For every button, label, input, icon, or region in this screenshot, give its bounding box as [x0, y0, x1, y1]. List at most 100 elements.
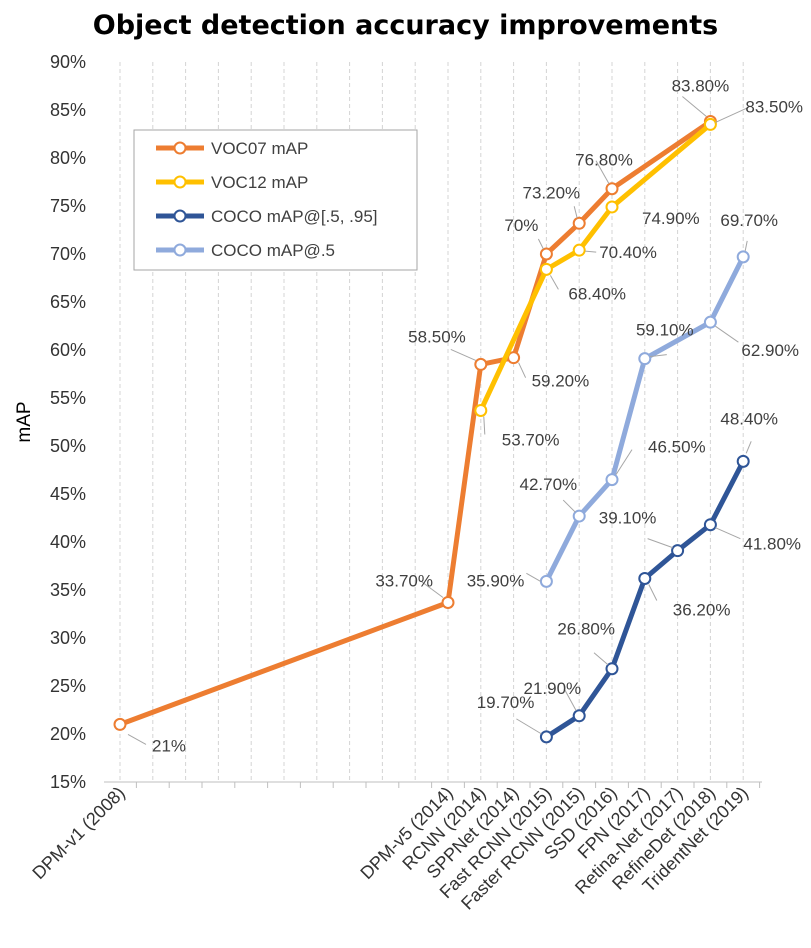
data-label-leader [682, 96, 707, 117]
data-label-leader [744, 240, 748, 251]
y-tick-label: 85% [50, 100, 86, 120]
y-tick-label: 55% [50, 388, 86, 408]
data-label-leader [649, 354, 667, 358]
data-label: 68.40% [568, 284, 626, 303]
y-axis-title: mAP [14, 401, 35, 442]
y-tick-label: 35% [50, 580, 86, 600]
y-tick-label: 50% [50, 436, 86, 456]
data-label: 58.50% [408, 327, 466, 346]
y-tick-label: 15% [50, 772, 86, 792]
data-label-leader [549, 275, 559, 290]
data-point [539, 262, 553, 276]
y-tick-label: 40% [50, 532, 86, 552]
data-point [572, 216, 586, 230]
data-point [539, 247, 553, 261]
y-tick-label: 90% [50, 52, 86, 72]
data-label: 26.80% [557, 620, 615, 639]
data-label: 73.20% [523, 183, 581, 202]
legend-label: VOC07 mAP [211, 139, 308, 158]
data-point [736, 250, 750, 264]
data-point [605, 662, 619, 676]
y-tick-label: 20% [50, 724, 86, 744]
data-label-leader [715, 325, 739, 343]
data-label-leader [715, 106, 749, 123]
y-tick-label: 30% [50, 628, 86, 648]
legend-label: COCO mAP@.5 [211, 241, 335, 260]
data-label: 70.40% [599, 243, 657, 262]
data-label: 69.70% [720, 211, 778, 230]
legend-swatch-marker [173, 243, 187, 257]
data-point [441, 595, 455, 609]
data-label: 39.10% [599, 509, 657, 528]
data-point [539, 574, 553, 588]
data-label: 19.70% [477, 693, 535, 712]
data-label-leader [573, 206, 578, 219]
data-label: 33.70% [375, 571, 433, 590]
data-label: 53.70% [502, 430, 560, 449]
data-point [539, 730, 553, 744]
data-label-leader [483, 416, 486, 435]
data-label-leader [516, 718, 542, 735]
data-point [605, 473, 619, 487]
data-label: 76.80% [575, 151, 633, 170]
data-point [572, 243, 586, 257]
data-label-leader [648, 584, 658, 601]
data-label-leader [647, 538, 673, 549]
data-label: 62.90% [741, 341, 799, 360]
y-tick-label: 25% [50, 676, 86, 696]
data-point [113, 717, 127, 731]
data-point [736, 454, 750, 468]
data-point [474, 403, 488, 417]
data-label-leader [745, 441, 752, 454]
data-point [703, 315, 717, 329]
data-point [474, 357, 488, 371]
y-tick-label: 65% [50, 292, 86, 312]
data-label-leader [715, 527, 741, 540]
data-label: 41.80% [743, 535, 801, 554]
data-point [703, 518, 717, 532]
data-label-leader [595, 160, 610, 184]
data-label: 48.40% [720, 409, 778, 428]
data-label: 74.90% [642, 209, 700, 228]
y-tick-label: 70% [50, 244, 86, 264]
legend-swatch-marker [173, 175, 187, 189]
data-label-leader [450, 348, 477, 361]
data-point [703, 117, 717, 131]
data-point [572, 709, 586, 723]
data-label-leader [585, 250, 597, 253]
data-label-leader [127, 733, 147, 745]
y-tick-label: 60% [50, 340, 86, 360]
legend-label: COCO mAP@[.5, .95] [211, 207, 378, 226]
data-label: 83.50% [745, 97, 803, 116]
data-label: 70% [504, 216, 538, 235]
data-point [638, 571, 652, 585]
data-label: 21.90% [524, 679, 582, 698]
data-label-leader [419, 580, 444, 598]
series-line-4 [544, 255, 746, 583]
data-label: 36.20% [673, 600, 731, 619]
y-tick-label: 80% [50, 148, 86, 168]
data-label-leader [537, 238, 544, 250]
y-tick-label: 45% [50, 484, 86, 504]
legend-swatch-marker [173, 141, 187, 155]
legend-swatch-marker [173, 209, 187, 223]
data-label-leader [526, 572, 541, 582]
data-label: 35.90% [467, 571, 525, 590]
data-label: 21% [152, 736, 186, 755]
data-label: 83.80% [672, 77, 730, 96]
chart-title: Object detection accuracy improvements [92, 10, 719, 41]
data-point [605, 200, 619, 214]
data-point [638, 352, 652, 366]
data-label-leader [518, 362, 527, 378]
data-label-leader [615, 449, 633, 475]
data-point [572, 509, 586, 523]
data-point [605, 182, 619, 196]
data-label: 59.20% [532, 372, 590, 391]
data-label-leader [563, 688, 577, 711]
data-label-leader [593, 652, 609, 666]
data-label: 59.10% [636, 321, 694, 340]
data-label-leader [562, 499, 576, 513]
data-label: 42.70% [520, 475, 578, 494]
legend-label: VOC12 mAP [211, 173, 308, 192]
